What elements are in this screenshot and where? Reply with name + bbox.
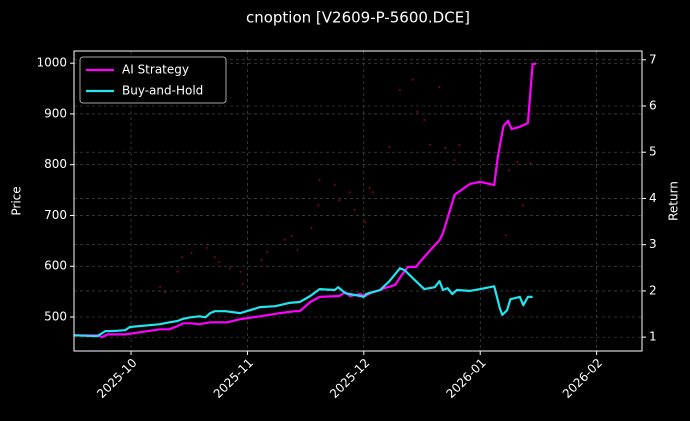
x-tick-label: 2025-11 xyxy=(211,356,256,401)
price-point xyxy=(159,286,162,288)
y2-tick-label: 5 xyxy=(649,145,657,159)
price-point xyxy=(458,144,461,146)
price-point xyxy=(348,191,351,194)
y2-tick-label: 2 xyxy=(649,283,657,297)
legend-box xyxy=(79,56,227,104)
y-tick-label: 800 xyxy=(44,157,67,171)
price-point xyxy=(372,191,375,194)
y-tick-label: 500 xyxy=(44,309,67,323)
y-tick-label: 1000 xyxy=(36,56,67,70)
price-point xyxy=(508,169,511,172)
price-point xyxy=(368,187,371,189)
y-tick-label: 700 xyxy=(44,208,67,222)
price-point xyxy=(364,221,366,223)
price-point xyxy=(310,227,313,230)
price-point xyxy=(411,79,414,81)
price-point xyxy=(205,247,208,249)
price-point xyxy=(296,249,299,251)
price-point xyxy=(453,159,456,162)
price-point xyxy=(416,111,419,113)
y-tick-label: 600 xyxy=(44,259,67,273)
price-point xyxy=(218,261,221,264)
x-tick-label: 2025-10 xyxy=(94,356,139,401)
y2-axis-label: Return xyxy=(667,181,681,221)
price-point xyxy=(318,179,321,181)
price-point xyxy=(333,184,336,186)
price-point xyxy=(388,146,391,148)
price-point xyxy=(176,270,179,273)
x-tick-label: 2025-12 xyxy=(327,356,372,401)
plot-frame xyxy=(73,50,643,352)
price-point xyxy=(283,238,286,241)
y2-tick-label: 1 xyxy=(649,330,657,344)
price-point xyxy=(229,267,231,270)
y-tick-label: 900 xyxy=(44,106,67,120)
price-point xyxy=(516,161,519,164)
price-point xyxy=(260,259,263,262)
legend-label: Buy-and-Hold xyxy=(122,84,203,98)
price-point xyxy=(181,256,184,258)
price-point xyxy=(266,251,269,253)
y2-tick-label: 4 xyxy=(649,191,657,205)
price-point xyxy=(529,162,532,165)
price-point xyxy=(213,256,216,258)
price-point xyxy=(338,199,341,202)
price-point xyxy=(438,86,441,88)
line xyxy=(73,267,533,338)
x-tick-label: 2026-02 xyxy=(560,356,605,401)
y2-tick-label: 6 xyxy=(649,99,657,113)
price-point xyxy=(239,270,242,273)
y2-tick-label: 3 xyxy=(649,237,657,251)
price-point xyxy=(163,291,166,294)
chart-title: cnoption [V2609-P-5600.DCE] xyxy=(246,9,470,27)
price-point xyxy=(444,147,447,149)
price-point xyxy=(190,252,193,254)
price-point xyxy=(241,283,244,285)
price-point xyxy=(399,89,401,91)
legend-label: AI Strategy xyxy=(122,63,189,77)
price-point xyxy=(504,234,507,237)
x-tick-label: 2026-01 xyxy=(443,356,488,401)
y2-tick-label: 7 xyxy=(649,52,657,66)
line xyxy=(74,62,537,339)
price-point xyxy=(317,204,320,207)
price-point xyxy=(290,235,293,238)
price-point xyxy=(423,119,426,121)
price-point xyxy=(353,208,356,211)
y-axis-label: Price xyxy=(10,186,24,215)
price-point xyxy=(429,144,432,146)
price-point xyxy=(522,204,525,207)
